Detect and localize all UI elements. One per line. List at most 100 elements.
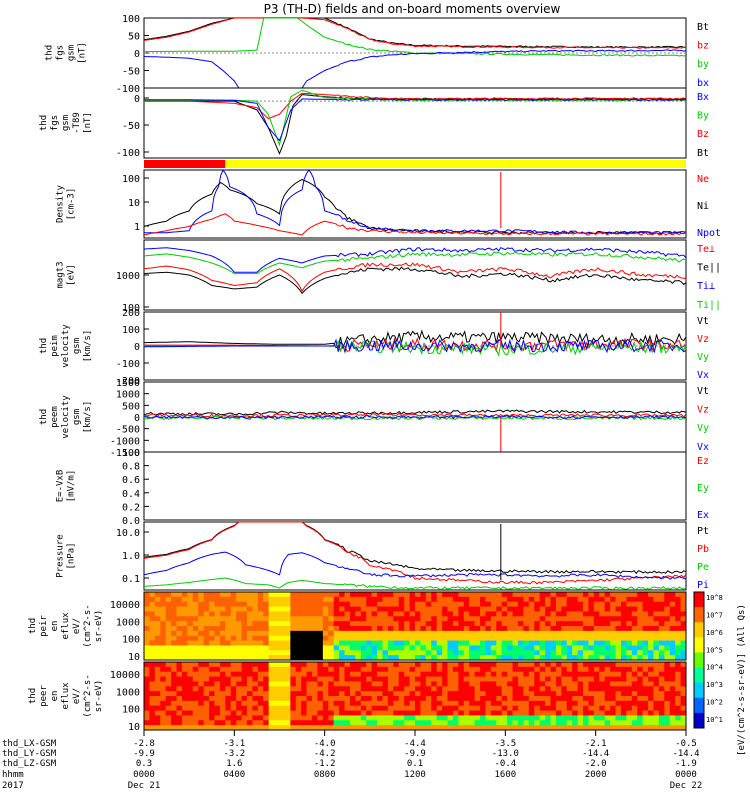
heatmap-cell — [496, 621, 503, 627]
heatmap-cell — [642, 650, 649, 656]
heatmap-cell — [507, 611, 514, 617]
heatmap-cell — [382, 601, 389, 608]
heatmap-cell — [236, 655, 243, 661]
heatmap-cell — [680, 681, 687, 687]
heatmap-cell — [241, 686, 248, 692]
heatmap-cell — [539, 686, 546, 692]
heatmap-cell — [631, 710, 638, 716]
heatmap-cell — [604, 606, 611, 612]
heatmap-cell — [572, 630, 579, 637]
heatmap-cell — [171, 700, 178, 707]
heatmap-cell — [328, 616, 335, 622]
heatmap-cell — [610, 681, 617, 687]
heatmap-cell — [545, 666, 551, 673]
heatmap-cell — [539, 696, 546, 702]
heatmap-cell — [523, 601, 530, 608]
heatmap-cell — [620, 715, 627, 721]
heatmap-cell — [198, 626, 205, 632]
heatmap-cell — [610, 662, 617, 668]
heatmap-cell — [561, 611, 568, 617]
heatmap-cell — [366, 671, 373, 678]
heatmap-cell — [181, 700, 188, 707]
heatmap-cell — [209, 626, 215, 632]
heatmap-cell — [545, 696, 551, 702]
heatmap-cell — [631, 705, 638, 712]
heatmap-cell — [480, 725, 486, 731]
heatmap-cell — [447, 700, 454, 707]
heatmap-cell — [620, 626, 627, 632]
heatmap-cell — [550, 691, 557, 697]
heatmap-cell — [154, 650, 161, 656]
heatmap-cell — [387, 705, 394, 712]
heatmap-cell — [447, 645, 454, 651]
heatmap-cell — [290, 720, 297, 726]
heatmap-cell — [198, 630, 205, 637]
heatmap-cell — [339, 621, 346, 627]
heatmap-cell — [219, 601, 226, 608]
heatmap-cell — [436, 655, 443, 661]
heatmap-cell — [225, 616, 232, 622]
heatmap-cell — [490, 671, 497, 678]
heatmap-cell — [593, 621, 600, 627]
heatmap-cell — [615, 616, 622, 622]
heatmap-cell — [209, 666, 215, 673]
heatmap-cell — [490, 596, 497, 603]
heatmap-cell — [366, 650, 373, 656]
heatmap-cell — [561, 596, 568, 603]
heatmap-cell — [371, 645, 378, 651]
heatmap-cell — [154, 700, 161, 707]
legend-entry: Vt — [697, 386, 709, 397]
heatmap-cell — [577, 671, 584, 678]
heatmap-cell — [160, 681, 167, 687]
heatmap-cell — [290, 700, 297, 707]
heatmap-cell — [219, 691, 226, 697]
heatmap-cell — [550, 725, 557, 731]
heatmap-cell — [236, 626, 243, 632]
heatmap-cell — [496, 650, 503, 656]
x-tick-ly: -9.9 — [404, 749, 426, 759]
heatmap-cell — [458, 601, 465, 608]
heatmap-cell — [637, 710, 644, 716]
heatmap-cell — [425, 671, 432, 678]
heatmap-cell — [181, 645, 188, 651]
heatmap-cell — [257, 650, 264, 656]
heatmap-cell — [593, 645, 600, 651]
heatmap-cell — [301, 606, 308, 612]
heatmap-cell — [209, 640, 215, 646]
heatmap-cell — [252, 640, 259, 646]
heatmap-cell — [355, 640, 362, 646]
heatmap-cell — [409, 635, 416, 642]
heatmap-cell — [664, 655, 671, 661]
heatmap-cell — [485, 601, 492, 608]
heatmap-cell — [517, 715, 524, 721]
heatmap-cell — [274, 676, 280, 682]
heatmap-cell — [555, 676, 562, 682]
heatmap-cell — [328, 662, 335, 668]
heatmap-cell — [203, 592, 210, 598]
heatmap-cell — [328, 601, 335, 608]
heatmap-cell — [545, 671, 551, 678]
heatmap-cell — [344, 691, 351, 697]
heatmap-cell — [154, 720, 161, 726]
heatmap-cell — [322, 601, 329, 608]
heatmap-cell — [425, 630, 432, 637]
y-tick-label: 10 — [128, 198, 140, 209]
heatmap-cell — [165, 691, 172, 697]
heatmap-cell — [599, 705, 606, 712]
heatmap-cell — [241, 592, 248, 598]
heatmap-cell — [312, 710, 318, 716]
y-tick-label: 1500 — [116, 378, 140, 389]
heatmap-cell — [144, 626, 150, 632]
heatmap-cell — [219, 720, 226, 726]
heatmap-cell — [620, 606, 627, 612]
heatmap-cell — [209, 715, 215, 721]
x-axis-row-label: thd_LX-GSM — [2, 739, 57, 749]
heatmap-cell — [387, 715, 394, 721]
heatmap-cell — [572, 710, 579, 716]
heatmap-cell — [675, 705, 682, 712]
series-line-Ti|| — [144, 251, 686, 275]
heatmap-cell — [626, 655, 633, 661]
heatmap-cell — [474, 592, 481, 598]
y-axis-label: fgs — [56, 45, 66, 61]
